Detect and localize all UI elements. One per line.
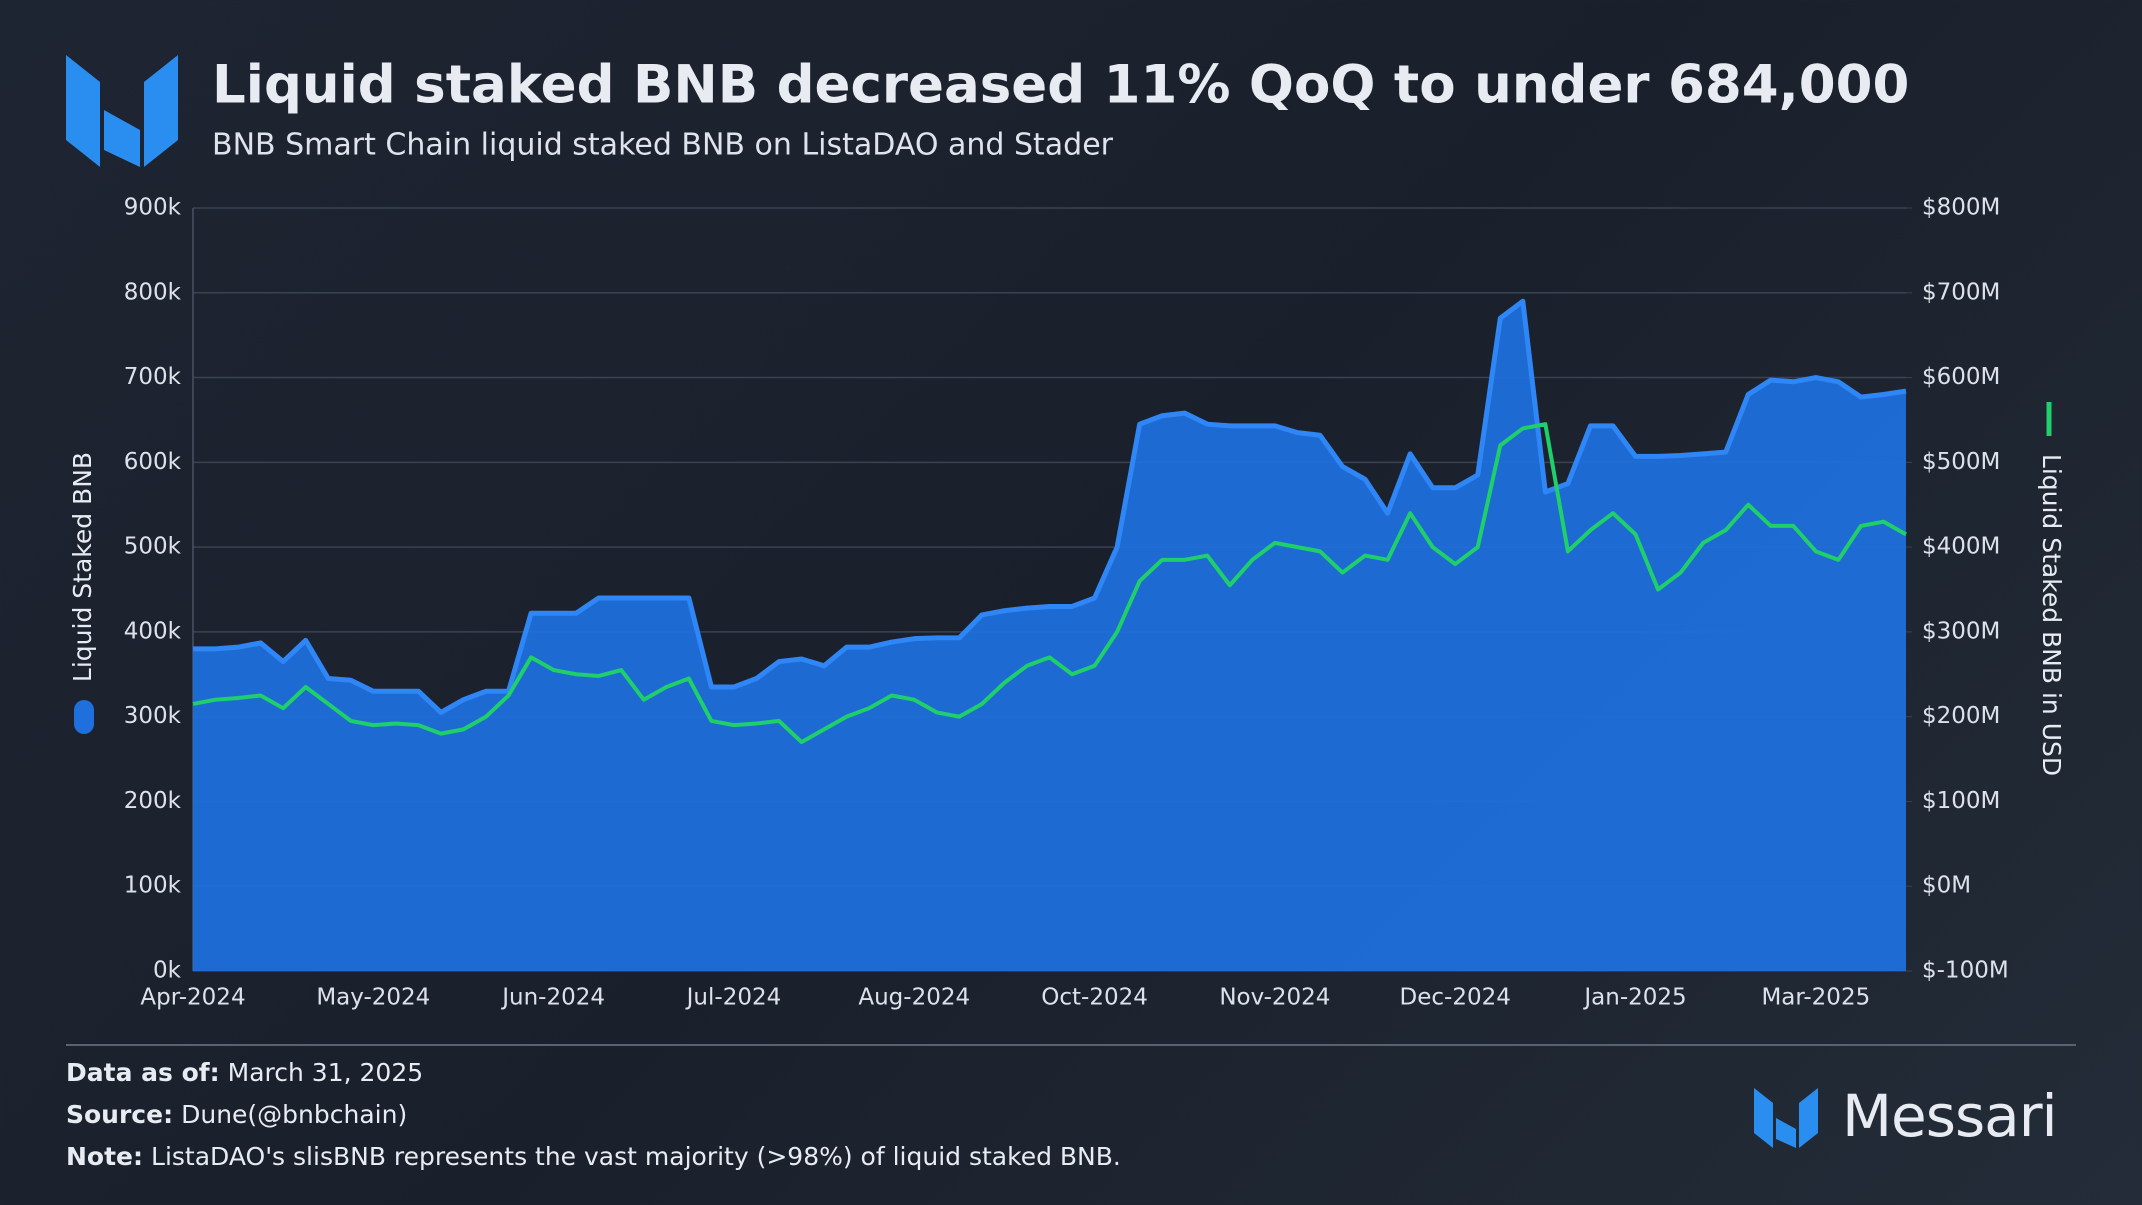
y2-axis-title: Liquid Staked BNB in USD (2037, 454, 2066, 776)
x-tick-label: Apr-2024 (140, 985, 245, 1011)
x-tick-label: Dec-2024 (1400, 985, 1511, 1011)
y2-tick-label: $-100M (1922, 958, 2009, 984)
x-tick-label: May-2024 (316, 985, 430, 1011)
chart-subtitle: BNB Smart Chain liquid staked BNB on Lis… (212, 128, 1114, 163)
y-tick-label: 300k (124, 703, 182, 729)
y-tick-label: 600k (124, 449, 182, 475)
x-tick-label: Jul-2024 (685, 985, 782, 1011)
y2-tick-label: $400M (1922, 534, 2000, 560)
x-tick-label: Jun-2024 (500, 985, 605, 1011)
brand-name: Messari (1842, 1082, 2057, 1150)
x-tick-label: Nov-2024 (1219, 985, 1330, 1011)
area-outline (193, 298, 1907, 715)
y2-tick-label: $500M (1922, 449, 2000, 475)
footer-line: Data as of: March 31, 2025 (66, 1058, 423, 1087)
y-tick-label: 500k (124, 534, 182, 560)
footer-line: Source: Dune(@bnbchain) (66, 1100, 407, 1129)
y2-tick-label: $700M (1922, 279, 2000, 305)
y2-tick-label: $0M (1922, 873, 1971, 899)
x-tick-label: Oct-2024 (1041, 985, 1148, 1011)
y-tick-label: 900k (124, 195, 182, 221)
brand-logo (1754, 1088, 1818, 1148)
logo (66, 55, 178, 167)
y2-tick-label: $600M (1922, 364, 2000, 390)
y-tick-label: 200k (124, 788, 182, 814)
y2-tick-label: $100M (1922, 788, 2000, 814)
footer-text: ListaDAO's slisBNB represents the vast m… (151, 1142, 1121, 1171)
footer-text: Dune(@bnbchain) (181, 1100, 407, 1129)
legend-key (74, 700, 94, 734)
x-tick-label: Jan-2025 (1582, 985, 1686, 1011)
footer-label: Note: (66, 1142, 143, 1171)
footer-line: Note: ListaDAO's slisBNB represents the v… (66, 1142, 1121, 1171)
x-tick-label: Aug-2024 (858, 985, 970, 1011)
y-axis-title: Liquid Staked BNB (68, 452, 97, 682)
y-tick-label: 700k (124, 364, 182, 390)
y2-tick-label: $300M (1922, 618, 2000, 644)
footer-label: Source: (66, 1100, 173, 1129)
footer-label: Data as of: (66, 1058, 220, 1087)
footer-text: March 31, 2025 (228, 1058, 423, 1087)
y-tick-label: 0k (153, 958, 182, 984)
area-fill (193, 301, 1906, 971)
chart-title: Liquid staked BNB decreased 11% QoQ to u… (212, 55, 1909, 116)
y-tick-label: 100k (124, 873, 182, 899)
x-tick-label: Mar-2025 (1761, 985, 1870, 1011)
y-tick-label: 400k (124, 618, 182, 644)
y2-tick-label: $200M (1922, 703, 2000, 729)
y-tick-label: 800k (124, 279, 182, 305)
line (192, 422, 1907, 745)
y2-tick-label: $800M (1922, 195, 2000, 221)
